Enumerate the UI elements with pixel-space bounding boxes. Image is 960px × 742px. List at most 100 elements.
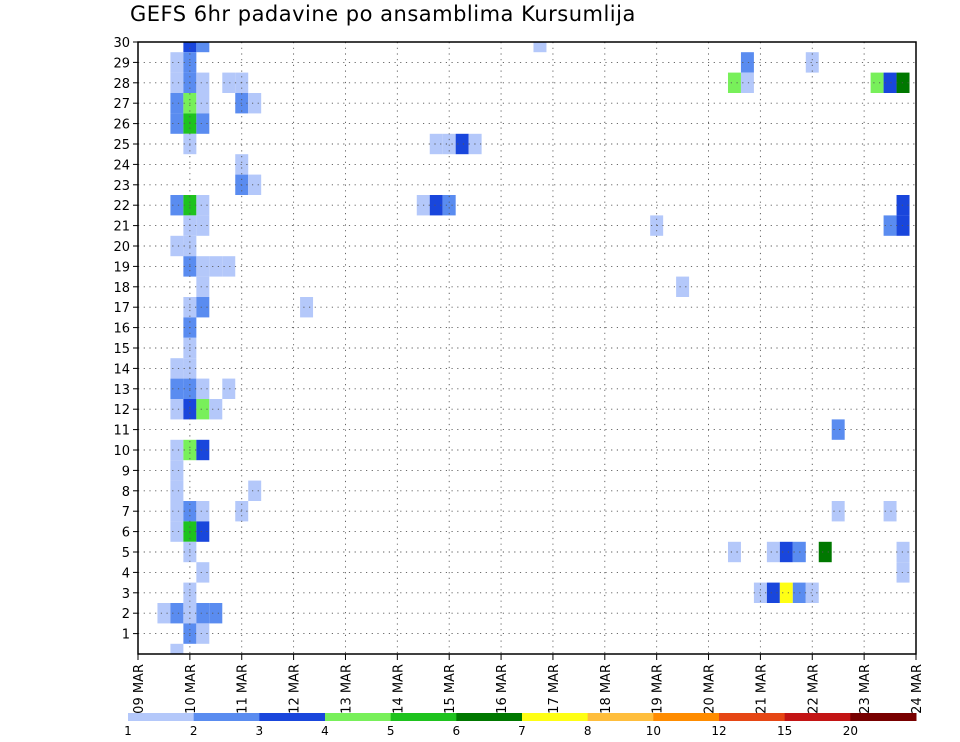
heatmap-cell <box>196 93 210 114</box>
heatmap-cell <box>196 42 210 53</box>
x-tick-label: 10 MAR <box>184 664 199 714</box>
heatmap-cell <box>170 52 184 73</box>
heatmap-cell <box>883 215 897 236</box>
heatmap-cell <box>170 113 184 134</box>
y-tick-label: 17 <box>113 301 130 316</box>
heatmap-cell <box>883 501 897 522</box>
heatmap-cell <box>170 399 184 420</box>
colorbar-label: 12 <box>711 724 726 738</box>
heatmap-cell <box>196 276 210 297</box>
heatmap-cell <box>300 297 314 318</box>
heatmap-cell <box>196 623 210 644</box>
y-tick-label: 27 <box>113 97 130 112</box>
heatmap-cell <box>170 378 184 399</box>
heatmap-cell <box>870 72 884 93</box>
heatmap-cell <box>209 256 223 277</box>
heatmap-cell <box>170 358 184 379</box>
colorbar-swatch <box>784 713 851 721</box>
heatmap-cell <box>896 562 910 583</box>
heatmap-cell <box>896 195 910 216</box>
heatmap-cell <box>779 582 793 603</box>
x-tick-label: 19 MAR <box>651 664 666 714</box>
colorbar-swatch <box>325 713 392 721</box>
heatmap-cell <box>222 378 236 399</box>
heatmap-cell <box>196 439 210 461</box>
heatmap-cell <box>883 72 897 93</box>
x-tick-label: 20 MAR <box>703 664 718 714</box>
y-tick-label: 7 <box>122 505 130 520</box>
heatmap-cell <box>727 541 741 563</box>
y-tick-label: 25 <box>113 138 130 153</box>
heatmap-cell <box>196 603 210 624</box>
x-tick-label: 16 MAR <box>495 664 510 714</box>
heatmap-cell <box>170 195 184 216</box>
heatmap-cell <box>442 133 456 155</box>
heatmap-cell <box>196 215 210 236</box>
heatmap-cell <box>896 215 910 236</box>
y-tick-label: 18 <box>113 281 130 296</box>
y-tick-label: 21 <box>113 220 130 235</box>
y-tick-label: 1 <box>122 628 130 643</box>
heatmap-cell <box>429 133 443 155</box>
heatmap-cell <box>170 439 184 461</box>
heatmap-cell <box>170 521 184 542</box>
colorbar-label: 7 <box>518 724 526 738</box>
y-tick-label: 29 <box>113 56 130 71</box>
heatmap-cell <box>727 72 741 93</box>
y-tick-label: 19 <box>113 260 130 275</box>
y-tick-label: 24 <box>113 158 130 173</box>
heatmap-cell <box>766 541 780 563</box>
heatmap-cell <box>196 378 210 399</box>
heatmap-cell <box>170 93 184 114</box>
heatmap-cell <box>170 501 184 522</box>
heatmap-cell <box>196 521 210 542</box>
y-tick-label: 16 <box>113 322 130 337</box>
y-tick-label: 4 <box>122 566 130 581</box>
x-tick-label: 17 MAR <box>547 664 562 714</box>
y-tick-label: 9 <box>122 464 130 479</box>
heatmap-cell <box>248 174 262 195</box>
heatmap-cell <box>831 419 845 440</box>
colorbar-swatch <box>587 713 654 721</box>
colorbar-label: 3 <box>256 724 264 738</box>
x-tick-label: 15 MAR <box>443 664 458 714</box>
heatmap-cell <box>248 480 262 501</box>
y-tick-label: 20 <box>113 240 130 255</box>
colorbar-label: 10 <box>646 724 661 738</box>
x-tick-label: 09 MAR <box>132 664 147 714</box>
y-tick-label: 6 <box>122 526 130 541</box>
heatmap-cell <box>196 72 210 93</box>
y-tick-label: 2 <box>122 607 130 622</box>
chart-title: GEFS 6hr padavine po ansamblima Kursumli… <box>130 2 636 26</box>
heatmap-cell <box>196 195 210 216</box>
y-axis: 1234567891011121314151617181920212223242… <box>113 36 138 643</box>
heatmap-cell <box>170 603 184 624</box>
colorbar-label: 5 <box>387 724 395 738</box>
heatmap-cell <box>818 541 832 563</box>
x-tick-label: 14 MAR <box>391 664 406 714</box>
colorbar-swatch <box>193 713 260 721</box>
colorbar-label: 6 <box>453 724 461 738</box>
heatmap-cell <box>442 195 456 216</box>
colorbar-swatch <box>456 713 523 721</box>
heatmap-cell <box>157 603 171 624</box>
heatmap-cell <box>170 460 184 481</box>
heatmap-cell <box>676 276 690 297</box>
x-tick-label: 12 MAR <box>288 664 303 714</box>
heatmap-cell <box>740 52 754 73</box>
y-tick-label: 23 <box>113 179 130 194</box>
colorbar-label: 1 <box>124 724 132 738</box>
y-tick-label: 13 <box>113 383 130 398</box>
x-axis: 09 MAR 10 MAR 11 MAR 12 MAR 13 MAR 14 MAR 15 M… <box>132 654 925 714</box>
colorbar-label: 8 <box>584 724 592 738</box>
y-tick-label: 15 <box>113 342 130 357</box>
colorbar-swatch <box>128 713 195 721</box>
colorbar: 1 2 3 4 5 6 7 8 10 12 15 20 <box>124 713 917 738</box>
y-tick-label: 22 <box>113 199 130 214</box>
heatmap-cell <box>805 582 819 603</box>
heatmap-cell <box>170 480 184 501</box>
y-tick-label: 14 <box>113 362 130 377</box>
y-tick-label: 30 <box>113 36 130 51</box>
heatmap-cell <box>896 541 910 563</box>
x-tick-label: 13 MAR <box>339 664 354 714</box>
